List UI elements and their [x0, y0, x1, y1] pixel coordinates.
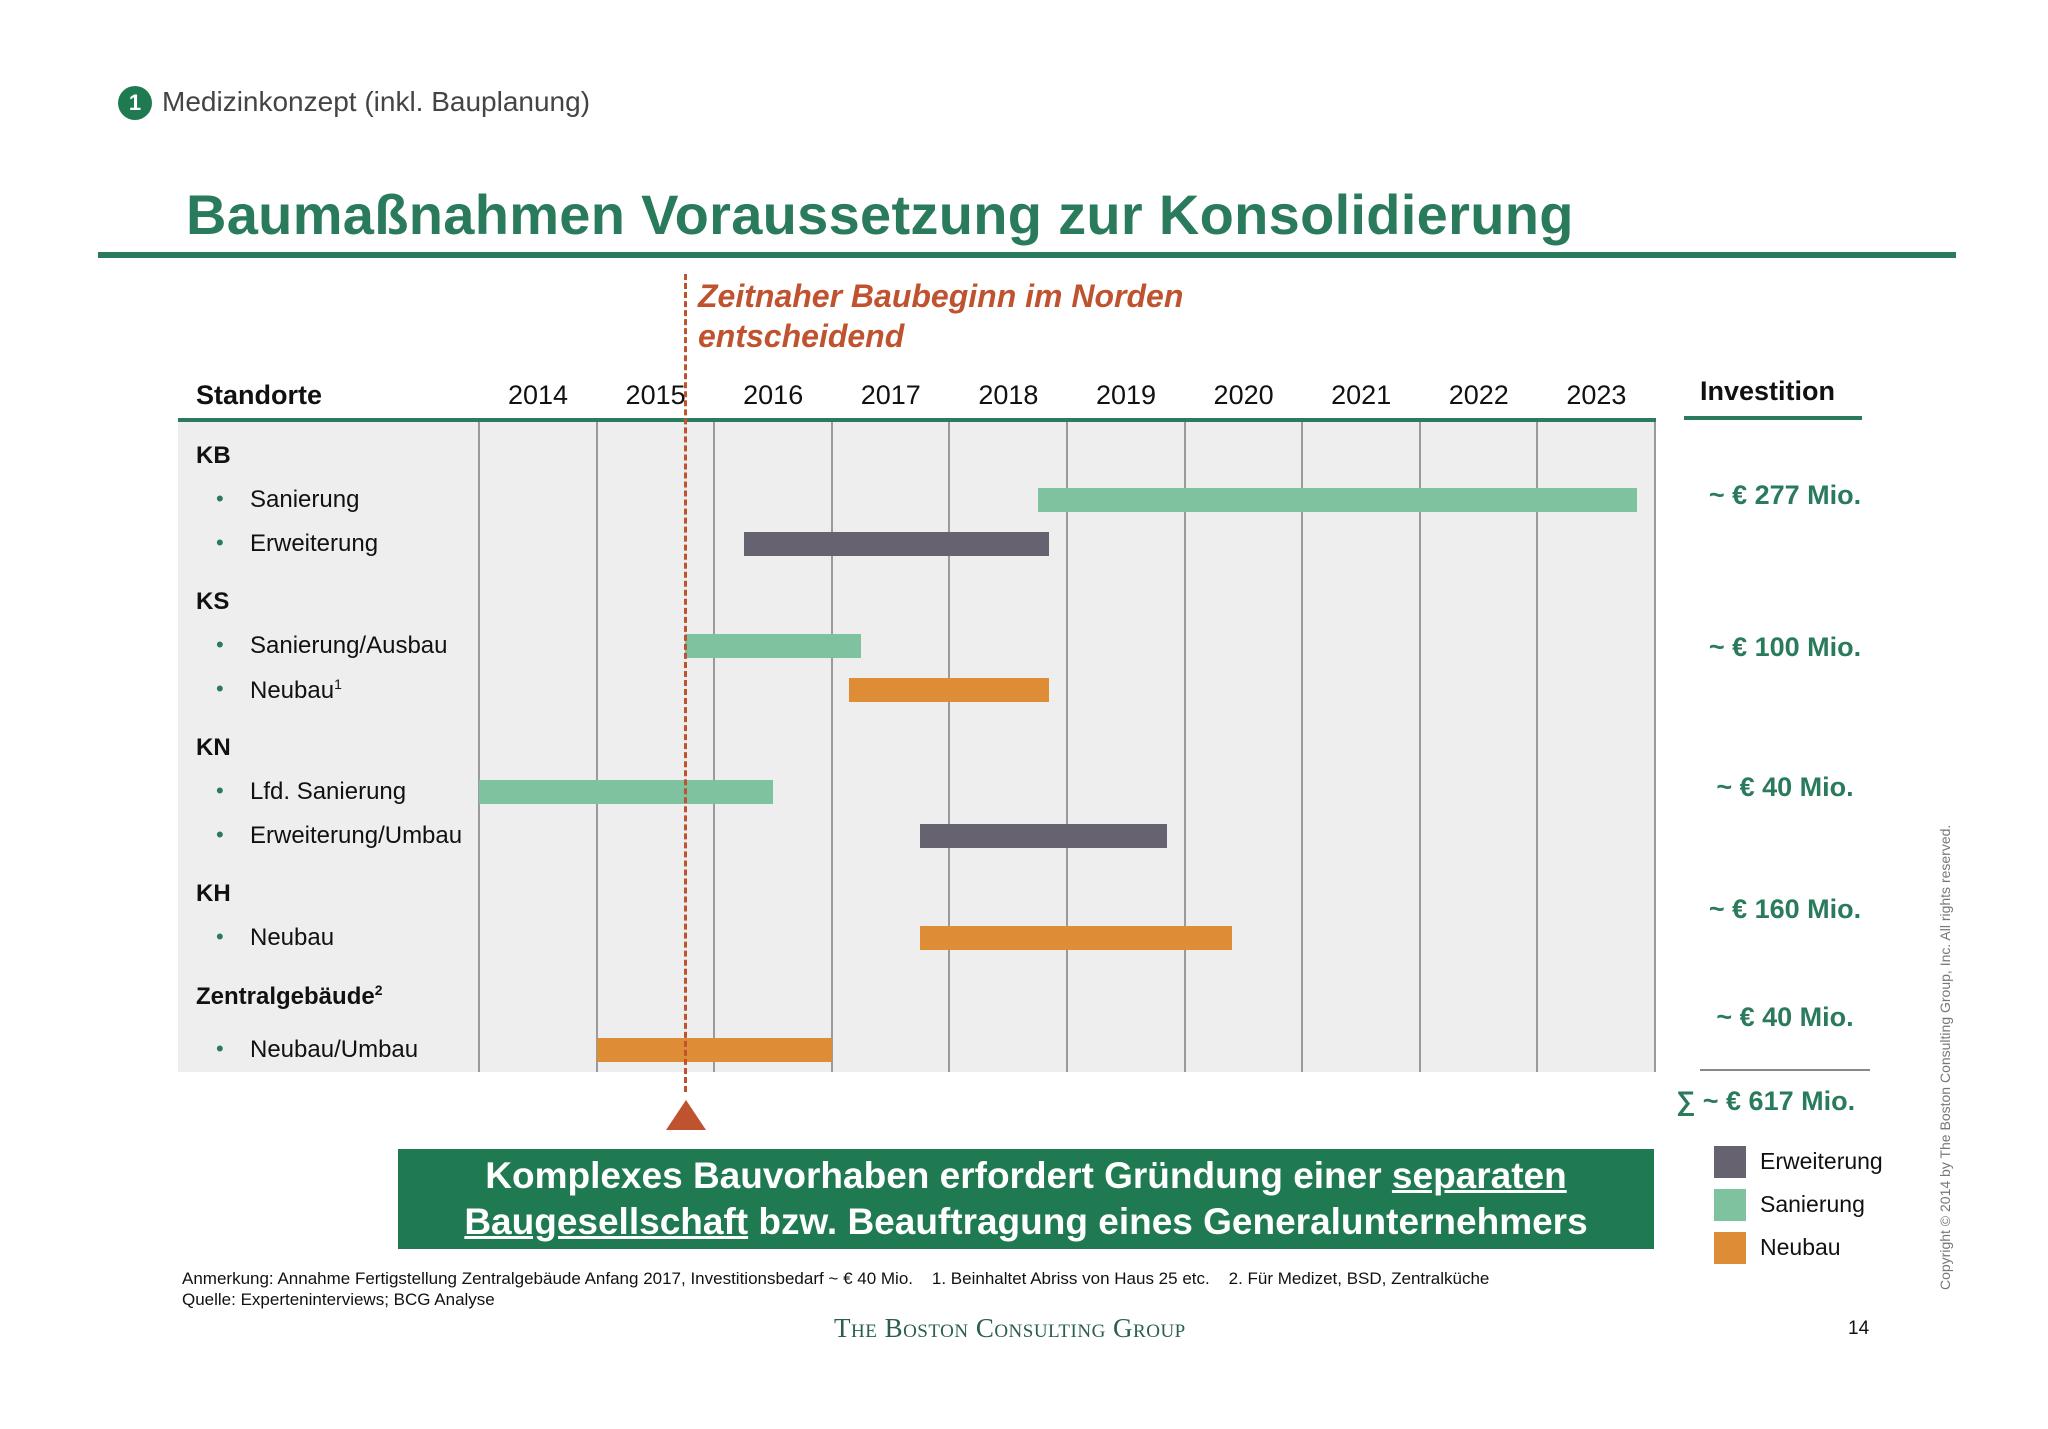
group-label-kb: KB	[196, 442, 231, 469]
gantt-bar-sanierung	[1037, 488, 1638, 512]
column-header-standorte: Standorte	[196, 380, 323, 410]
milestone-triangle-icon	[666, 1100, 706, 1130]
year-header-2020: 2020	[1213, 380, 1274, 410]
conclusion-line-2: Baugesellschaft bzw. Beauftragung eines …	[398, 1199, 1654, 1245]
sum-symbol: ∑	[1676, 1086, 1696, 1116]
row-label: • Erweiterung	[216, 530, 379, 557]
sum-value: ~ € 617 Mio.	[1702, 1086, 1856, 1116]
bullet-icon: •	[216, 486, 224, 511]
total-investment: ∑ ~ € 617 Mio.	[1676, 1086, 1855, 1117]
footnote-source: Quelle: Experteninterviews; BCG Analyse	[182, 1290, 495, 1309]
year-header-2018: 2018	[978, 380, 1039, 410]
bullet-icon: •	[216, 778, 224, 803]
milestone-dashed-line	[684, 274, 687, 1092]
footnote-note: Anmerkung: Annahme Fertigstellung Zentra…	[182, 1269, 1490, 1288]
sum-rule	[1700, 1069, 1870, 1071]
investment-header-rule	[1684, 416, 1862, 420]
callout-line-2: entscheidend	[698, 318, 905, 354]
gantt-bar-neubau	[849, 678, 1050, 702]
row-label: • Sanierung	[216, 486, 360, 513]
conclusion-underlined-1: separaten	[1391, 1155, 1567, 1196]
legend-label-erweiterung: Erweiterung	[1760, 1148, 1883, 1174]
grid-line	[1066, 422, 1068, 1072]
footnotes: Anmerkung: Annahme Fertigstellung Zentra…	[182, 1268, 1489, 1310]
grid-line	[713, 422, 716, 1072]
bullet-icon: •	[216, 632, 224, 657]
legend-label-neubau: Neubau	[1760, 1234, 1841, 1260]
grid-line	[1418, 422, 1421, 1072]
brand-logo: The Boston Consulting Group	[834, 1313, 1186, 1343]
column-header-investition: Investition	[1700, 376, 1836, 406]
section-number-badge: 1	[118, 86, 152, 120]
callout-text: Zeitnaher Baubeginn im Norden entscheide…	[698, 276, 1183, 356]
grid-line	[478, 422, 480, 1072]
group-label-kh: KH	[196, 880, 231, 907]
investment-value: ~ € 40 Mio.	[1716, 772, 1854, 802]
conclusion-line-1: Komplexes Bauvorhaben erfordert Gründung…	[398, 1153, 1654, 1199]
gantt-bar-erweiterung	[920, 824, 1167, 848]
row-label: • Neubau/Umbau	[216, 1036, 419, 1063]
group-label-kn: KN	[196, 734, 231, 761]
legend-swatch-neubau	[1714, 1232, 1746, 1264]
gantt-bar-sanierung	[479, 780, 773, 804]
callout-line-1: Zeitnaher Baubeginn im Norden	[698, 278, 1184, 314]
investment-value: ~ € 160 Mio.	[1708, 894, 1862, 924]
year-header-2016: 2016	[743, 380, 804, 410]
conclusion-text-1: Komplexes Bauvorhaben erfordert Gründung…	[485, 1155, 1392, 1196]
row-label: • Sanierung/Ausbau	[216, 632, 448, 659]
conclusion-box: Komplexes Bauvorhaben erfordert Gründung…	[398, 1149, 1654, 1249]
row-label: • Neubau	[216, 924, 335, 951]
row-label: • Erweiterung/Umbau	[216, 822, 463, 849]
grid-line	[1301, 422, 1304, 1072]
page-title: Baumaßnahmen Voraussetzung zur Konsolidi…	[186, 183, 1574, 246]
gantt-bar-sanierung	[684, 634, 862, 658]
row-label: • Neubau1	[216, 676, 342, 704]
year-header-2023: 2023	[1566, 380, 1627, 410]
conclusion-underlined-2: Baugesellschaft	[464, 1201, 749, 1242]
gantt-bar-neubau	[920, 926, 1232, 950]
conclusion-text-2: bzw. Beauftragung eines Generalunternehm…	[748, 1201, 1588, 1242]
bullet-icon: •	[216, 1036, 224, 1061]
investment-value: ~ € 40 Mio.	[1716, 1002, 1854, 1032]
title-rule	[98, 252, 1956, 258]
grid-line	[1536, 422, 1539, 1072]
legend-label-sanierung: Sanierung	[1760, 1191, 1865, 1217]
group-label-zentralgebäude: Zentralgebäude2	[196, 982, 383, 1010]
year-header-2017: 2017	[860, 380, 921, 410]
legend-swatch-erweiterung	[1714, 1146, 1746, 1178]
grid-line	[1183, 422, 1186, 1072]
row-label: • Lfd. Sanierung	[216, 778, 407, 805]
gantt-background	[178, 422, 1656, 1072]
group-label-ks: KS	[196, 588, 230, 615]
grid-line	[1654, 422, 1656, 1072]
gantt-bar-erweiterung	[743, 532, 1050, 556]
header-rule	[178, 418, 1656, 422]
bullet-icon: •	[216, 924, 224, 949]
page-number: 14	[1848, 1318, 1870, 1339]
year-header-2015: 2015	[625, 380, 686, 410]
bullet-icon: •	[216, 822, 224, 847]
bullet-icon: •	[216, 530, 224, 555]
grid-line	[595, 422, 598, 1072]
investment-value: ~ € 277 Mio.	[1708, 480, 1862, 510]
section-label: Medizinkonzept (inkl. Bauplanung)	[162, 86, 591, 117]
year-header-2014: 2014	[507, 380, 569, 410]
investment-value: ~ € 100 Mio.	[1708, 632, 1862, 662]
year-header-2021: 2021	[1331, 380, 1392, 410]
year-header-2022: 2022	[1448, 380, 1509, 410]
bullet-icon: •	[216, 676, 224, 701]
copyright-notice: Copyright © 2014 by The Boston Consultin…	[1937, 824, 1953, 1290]
gantt-bar-neubau	[596, 1038, 832, 1062]
legend-swatch-sanierung	[1714, 1189, 1746, 1221]
grid-line	[948, 422, 951, 1072]
year-header-2019: 2019	[1095, 380, 1157, 410]
grid-line	[830, 422, 833, 1072]
